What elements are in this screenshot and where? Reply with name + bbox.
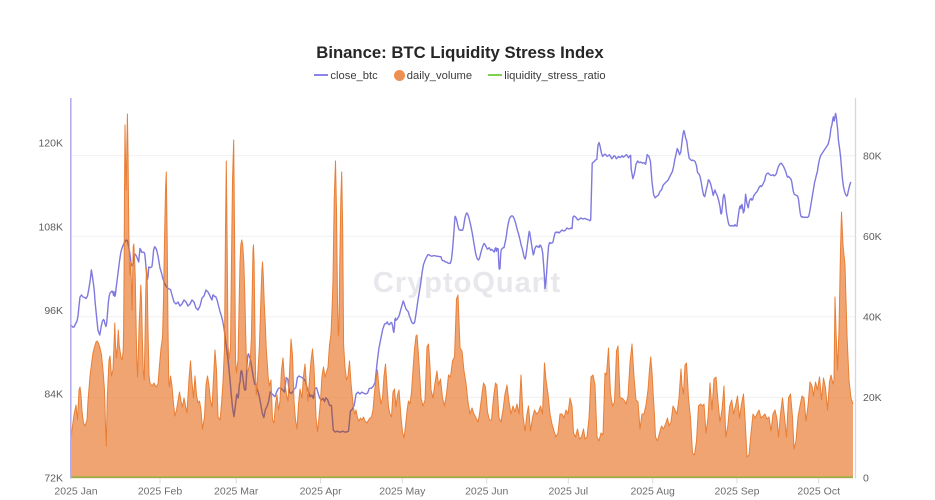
svg-text:CryptoQuant: CryptoQuant — [373, 267, 561, 299]
svg-text:2025 Sep: 2025 Sep — [715, 486, 760, 498]
svg-text:2025 Jul: 2025 Jul — [548, 486, 588, 498]
svg-text:2025 Jun: 2025 Jun — [465, 486, 508, 498]
svg-text:120K: 120K — [38, 138, 63, 150]
svg-text:2025 Aug: 2025 Aug — [631, 486, 676, 498]
svg-text:72K: 72K — [44, 472, 63, 484]
svg-text:2025 Feb: 2025 Feb — [138, 486, 183, 498]
svg-text:20K: 20K — [863, 392, 882, 404]
svg-text:40K: 40K — [863, 312, 882, 324]
svg-text:2025 Mar: 2025 Mar — [214, 486, 259, 498]
svg-text:2025 Jan: 2025 Jan — [54, 486, 97, 498]
svg-text:60K: 60K — [863, 231, 882, 243]
svg-text:96K: 96K — [44, 305, 63, 317]
svg-text:108K: 108K — [38, 221, 63, 233]
svg-text:2025 Apr: 2025 Apr — [300, 486, 343, 498]
svg-text:80K: 80K — [863, 150, 882, 162]
svg-text:2025 Oct: 2025 Oct — [797, 486, 840, 498]
svg-text:0: 0 — [863, 473, 869, 485]
svg-text:2025 May: 2025 May — [379, 486, 426, 498]
svg-text:84K: 84K — [44, 389, 63, 401]
